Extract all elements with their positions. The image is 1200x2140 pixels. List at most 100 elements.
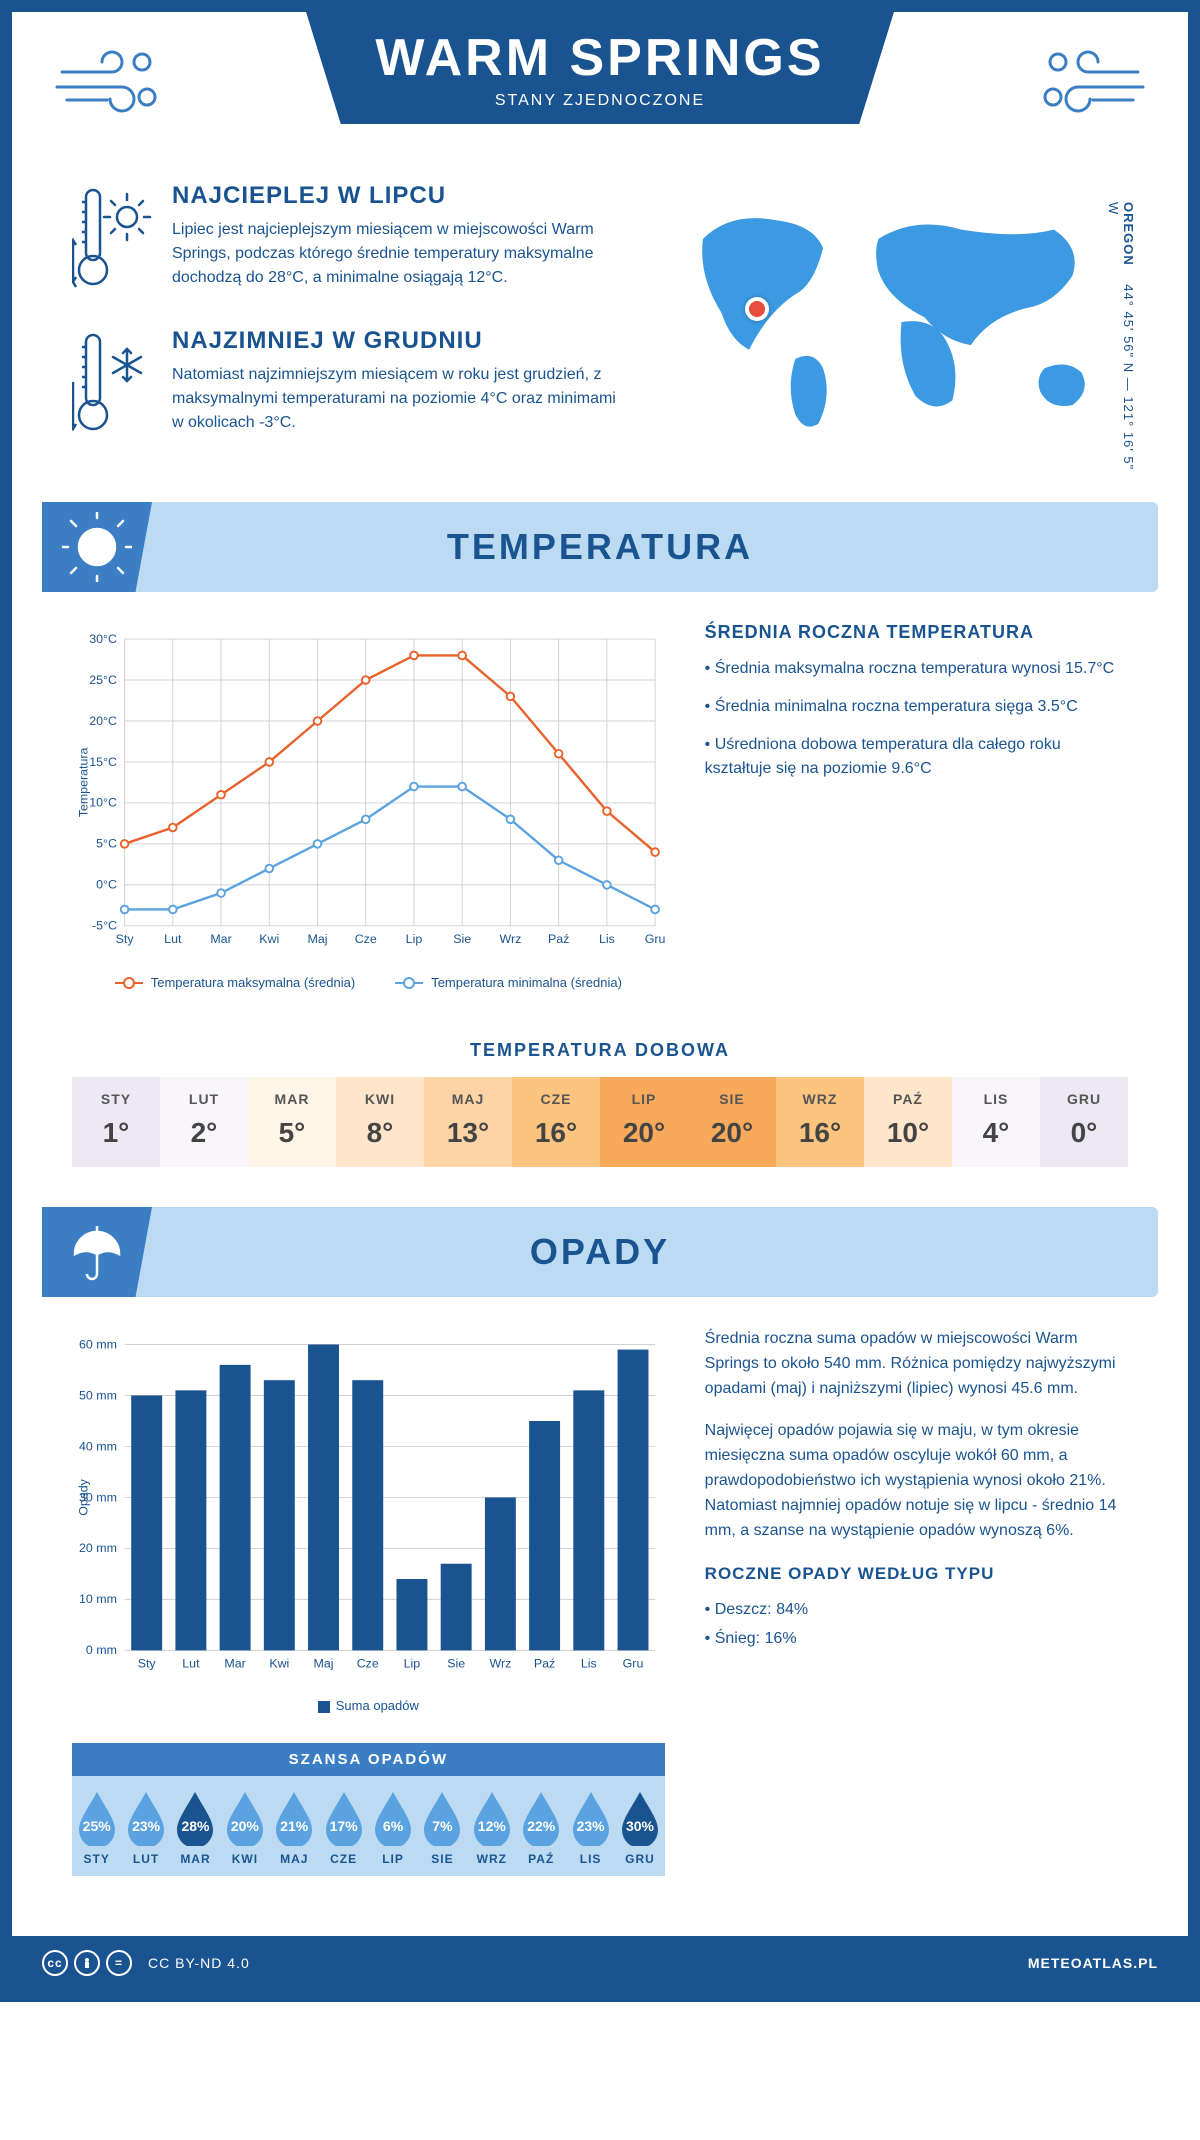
svg-text:25°C: 25°C (89, 673, 117, 687)
svg-text:Maj: Maj (314, 1657, 334, 1671)
svg-text:Sty: Sty (116, 932, 135, 946)
svg-text:Opady: Opady (76, 1478, 90, 1515)
svg-text:Lut: Lut (164, 932, 182, 946)
precip-paragraph: Średnia roczna suma opadów w miejscowośc… (705, 1327, 1128, 1401)
svg-text:Wrz: Wrz (500, 932, 522, 946)
svg-text:Mar: Mar (210, 932, 231, 946)
daily-temp-cell: WRZ16° (776, 1077, 864, 1167)
sun-icon (42, 502, 152, 592)
footer: cc = CC BY-ND 4.0 METEOATLAS.PL (12, 1936, 1188, 1990)
svg-text:0 mm: 0 mm (86, 1643, 117, 1657)
raindrop-icon: 7% (420, 1790, 464, 1846)
daily-temp-cell: LIP20° (600, 1077, 688, 1167)
precip-bar-chart: 0 mm10 mm20 mm30 mm40 mm50 mm60 mmStyLut… (72, 1327, 665, 1876)
chance-strip: 25% STY 23% LUT 28% MAR 20% KWI 21% MAJ … (72, 1776, 665, 1876)
svg-text:Lis: Lis (599, 932, 615, 946)
daily-temp-cell: GRU0° (1040, 1077, 1128, 1167)
chance-cell: 22% PAŹ (517, 1790, 566, 1866)
page-subtitle: STANY ZJEDNOCZONE (375, 92, 824, 110)
temp-info-bullet: • Średnia maksymalna roczna temperatura … (705, 657, 1128, 681)
daily-temp-cell: PAŹ10° (864, 1077, 952, 1167)
wind-icon (1038, 42, 1148, 127)
raindrop-icon: 25% (75, 1790, 119, 1846)
chance-cell: 7% SIE (418, 1790, 467, 1866)
raindrop-icon: 23% (569, 1790, 613, 1846)
svg-text:60 mm: 60 mm (79, 1337, 117, 1351)
warmest-block: NAJCIEPLEJ W LIPCU Lipiec jest najcieple… (72, 182, 626, 297)
svg-text:5°C: 5°C (96, 837, 117, 851)
svg-text:10 mm: 10 mm (79, 1592, 117, 1606)
raindrop-icon: 28% (173, 1790, 217, 1846)
raindrop-icon: 17% (322, 1790, 366, 1846)
svg-text:Lip: Lip (404, 1657, 421, 1671)
precip-type-line: • Śnieg: 16% (705, 1627, 1128, 1652)
chance-cell: 23% LIS (566, 1790, 615, 1866)
svg-text:Lis: Lis (581, 1657, 597, 1671)
precip-legend: Suma opadów (72, 1698, 665, 1713)
chance-cell: 25% STY (72, 1790, 121, 1866)
chance-cell: 6% LIP (368, 1790, 417, 1866)
section-title: OPADY (182, 1231, 1158, 1273)
by-icon (74, 1950, 100, 1976)
chance-cell: 17% CZE (319, 1790, 368, 1866)
chance-cell: 28% MAR (171, 1790, 220, 1866)
svg-text:Temperatura: Temperatura (76, 748, 90, 818)
chance-cell: 23% LUT (121, 1790, 170, 1866)
svg-text:Cze: Cze (357, 1657, 379, 1671)
warmest-heading: NAJCIEPLEJ W LIPCU (172, 182, 626, 210)
raindrop-icon: 21% (272, 1790, 316, 1846)
svg-text:Kwi: Kwi (259, 932, 279, 946)
svg-text:Maj: Maj (307, 932, 327, 946)
svg-text:-5°C: -5°C (92, 919, 117, 933)
svg-text:Sie: Sie (447, 1657, 465, 1671)
site-name: METEOATLAS.PL (1028, 1955, 1158, 1971)
wind-icon (52, 42, 162, 127)
daily-temp-title: TEMPERATURA DOBOWA (12, 1040, 1188, 1061)
intro-section: NAJCIEPLEJ W LIPCU Lipiec jest najcieple… (12, 182, 1188, 502)
license-text: CC BY-ND 4.0 (148, 1955, 250, 1971)
daily-temp-cell: CZE16° (512, 1077, 600, 1167)
daily-temp-cell: MAR5° (248, 1077, 336, 1167)
svg-text:Sie: Sie (453, 932, 471, 946)
svg-text:20°C: 20°C (89, 714, 117, 728)
coldest-heading: NAJZIMNIEJ W GRUDNIU (172, 327, 626, 355)
temp-info-bullet: • Średnia minimalna roczna temperatura s… (705, 695, 1128, 719)
temp-info-bullet: • Uśredniona dobowa temperatura dla całe… (705, 733, 1128, 781)
coldest-text: Natomiast najzimniejszym miesiącem w rok… (172, 363, 626, 435)
thermometer-sun-icon (72, 182, 152, 297)
daily-temp-cell: LUT2° (160, 1077, 248, 1167)
page-title: WARM SPRINGS (375, 28, 824, 88)
coldest-block: NAJZIMNIEJ W GRUDNIU Natomiast najzimnie… (72, 327, 626, 442)
svg-text:Kwi: Kwi (269, 1657, 289, 1671)
umbrella-icon (42, 1207, 152, 1297)
chance-cell: 30% GRU (615, 1790, 664, 1866)
svg-text:30°C: 30°C (89, 632, 117, 646)
temperature-line-chart: -5°C0°C5°C10°C15°C20°C25°C30°CStyLutMarK… (72, 622, 665, 990)
svg-text:Cze: Cze (355, 932, 377, 946)
svg-text:Mar: Mar (224, 1657, 245, 1671)
precip-paragraph: Najwięcej opadów pojawia się w maju, w t… (705, 1419, 1128, 1543)
raindrop-icon: 22% (519, 1790, 563, 1846)
svg-text:Lip: Lip (406, 932, 423, 946)
precip-type-line: • Deszcz: 84% (705, 1598, 1128, 1623)
world-map: OREGON 44° 45' 56" N — 121° 16' 5" W (666, 182, 1128, 472)
daily-temp-cell: KWI8° (336, 1077, 424, 1167)
svg-text:15°C: 15°C (89, 755, 117, 769)
svg-text:Wrz: Wrz (489, 1657, 511, 1671)
legend-max: .legend-item:nth-child(1) .legend-swatch… (115, 975, 355, 990)
raindrop-icon: 6% (371, 1790, 415, 1846)
world-map-svg (666, 182, 1128, 462)
svg-text:Paź: Paź (534, 1657, 555, 1671)
section-title: TEMPERATURA (182, 526, 1158, 568)
svg-text:40 mm: 40 mm (79, 1439, 117, 1453)
daily-temp-strip: STY1°LUT2°MAR5°KWI8°MAJ13°CZE16°LIP20°SI… (72, 1077, 1128, 1167)
title-banner: WARM SPRINGS STANY ZJEDNOCZONE (305, 10, 894, 124)
raindrop-icon: 20% (223, 1790, 267, 1846)
svg-text:0°C: 0°C (96, 878, 117, 892)
precip-type-heading: ROCZNE OPADY WEDŁUG TYPU (705, 1561, 1128, 1587)
daily-temp-cell: STY1° (72, 1077, 160, 1167)
header: WARM SPRINGS STANY ZJEDNOCZONE (12, 12, 1188, 182)
daily-temp-cell: SIE20° (688, 1077, 776, 1167)
svg-text:Lut: Lut (182, 1657, 200, 1671)
svg-text:Gru: Gru (623, 1657, 644, 1671)
